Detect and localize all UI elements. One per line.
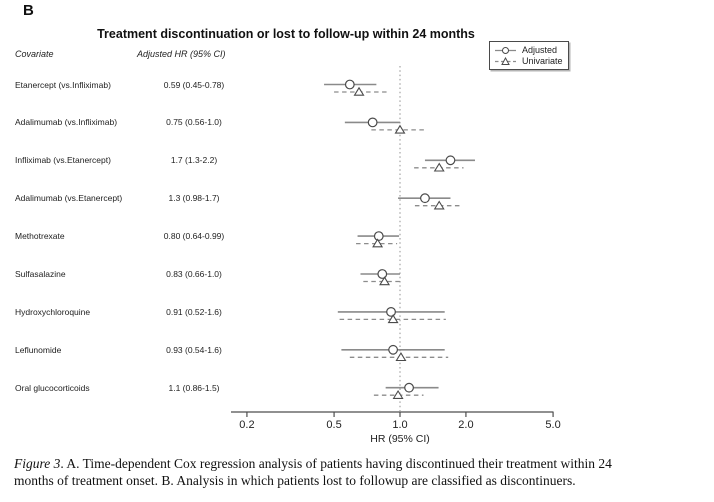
x-tick-label: 5.0 bbox=[545, 419, 560, 431]
hr-value: 1.3 (0.98-1.7) bbox=[168, 193, 220, 204]
covariate-label: Methotrexate bbox=[15, 231, 65, 242]
marker-circle-adjusted bbox=[404, 382, 414, 393]
hr-value: 0.80 (0.64-0.99) bbox=[163, 231, 225, 242]
hr-value: 0.83 (0.66-1.0) bbox=[166, 269, 222, 279]
chart-title: Treatment discontinuation or lost to fol… bbox=[97, 27, 475, 41]
covariate-label: Adalimumab (vs.Infliximab) bbox=[15, 117, 118, 128]
covariate-label: Adalimumab (vs.Etanercept) bbox=[15, 193, 123, 204]
marker-circle-adjusted bbox=[367, 117, 378, 128]
marker-triangle-univariate bbox=[433, 200, 445, 210]
marker-circle-adjusted bbox=[420, 193, 430, 204]
hr-value: 1.1 (0.86-1.5) bbox=[168, 382, 220, 393]
x-tick-label: 1.0 bbox=[392, 419, 407, 431]
adjusted-marker-icon bbox=[495, 46, 516, 54]
hr-value: 0.59 (0.45-0.78) bbox=[163, 79, 225, 90]
marker-triangle-univariate bbox=[394, 124, 406, 134]
marker-triangle-univariate bbox=[387, 314, 399, 324]
covariate-label: Leflunomide bbox=[15, 344, 62, 355]
hr-value: 1.7 (1.3-2.2) bbox=[170, 155, 218, 166]
marker-circle-adjusted bbox=[386, 307, 396, 317]
marker-circle-adjusted bbox=[377, 269, 388, 279]
x-tick-label: 0.5 bbox=[326, 419, 341, 431]
x-tick-label: 2.0 bbox=[458, 419, 473, 431]
marker-triangle-univariate bbox=[433, 162, 445, 172]
covariate-label: Sulfasalazine bbox=[15, 269, 66, 279]
panel-label: B bbox=[23, 2, 34, 19]
marker-triangle-univariate bbox=[392, 389, 404, 399]
legend-item-adjusted: Adjusted bbox=[494, 45, 563, 55]
legend: Adjusted Univariate bbox=[489, 41, 569, 70]
marker-circle-adjusted bbox=[445, 155, 456, 166]
covariate-label: Oral glucocorticoids bbox=[15, 382, 90, 393]
hr-value: 0.93 (0.54-1.6) bbox=[166, 344, 222, 355]
marker-triangle-univariate bbox=[395, 352, 407, 362]
caption-line-2: months of treatment onset. B. Analysis i… bbox=[14, 472, 576, 488]
column-header-hr: Adjusted HR (95% CI) bbox=[137, 49, 226, 59]
marker-circle-adjusted bbox=[388, 344, 398, 355]
hr-value: 0.91 (0.52-1.6) bbox=[166, 306, 222, 317]
covariate-label: Etanercept (vs.Infliximab) bbox=[15, 79, 111, 90]
marker-circle-adjusted bbox=[373, 231, 384, 242]
column-header-covariate: Covariate bbox=[15, 49, 54, 59]
caption-line-1-text: . A. Time-dependent Cox regression analy… bbox=[60, 456, 612, 471]
legend-label-adjusted: Adjusted bbox=[522, 45, 558, 55]
figure-caption: Figure 3. A. Time-dependent Cox regressi… bbox=[14, 456, 654, 489]
marker-triangle-univariate bbox=[353, 86, 365, 96]
univariate-marker-icon bbox=[495, 56, 516, 65]
marker-circle-adjusted bbox=[344, 79, 355, 90]
marker-triangle-univariate bbox=[379, 276, 391, 286]
caption-figure-label: Figure 3 bbox=[14, 456, 61, 471]
legend-item-univariate: Univariate bbox=[494, 56, 563, 66]
marker-triangle-univariate bbox=[372, 238, 384, 248]
x-tick-label: 0.2 bbox=[239, 419, 254, 431]
x-axis-label: HR (95% CI) bbox=[370, 433, 430, 445]
legend-label-univariate: Univariate bbox=[522, 56, 563, 66]
hr-value: 0.75 (0.56-1.0) bbox=[166, 117, 222, 128]
covariate-label: Infliximab (vs.Etanercept) bbox=[15, 155, 111, 166]
covariate-label: Hydroxychloroquine bbox=[15, 306, 91, 317]
caption-line-1: Figure 3. A. Time-dependent Cox regressi… bbox=[14, 456, 654, 473]
